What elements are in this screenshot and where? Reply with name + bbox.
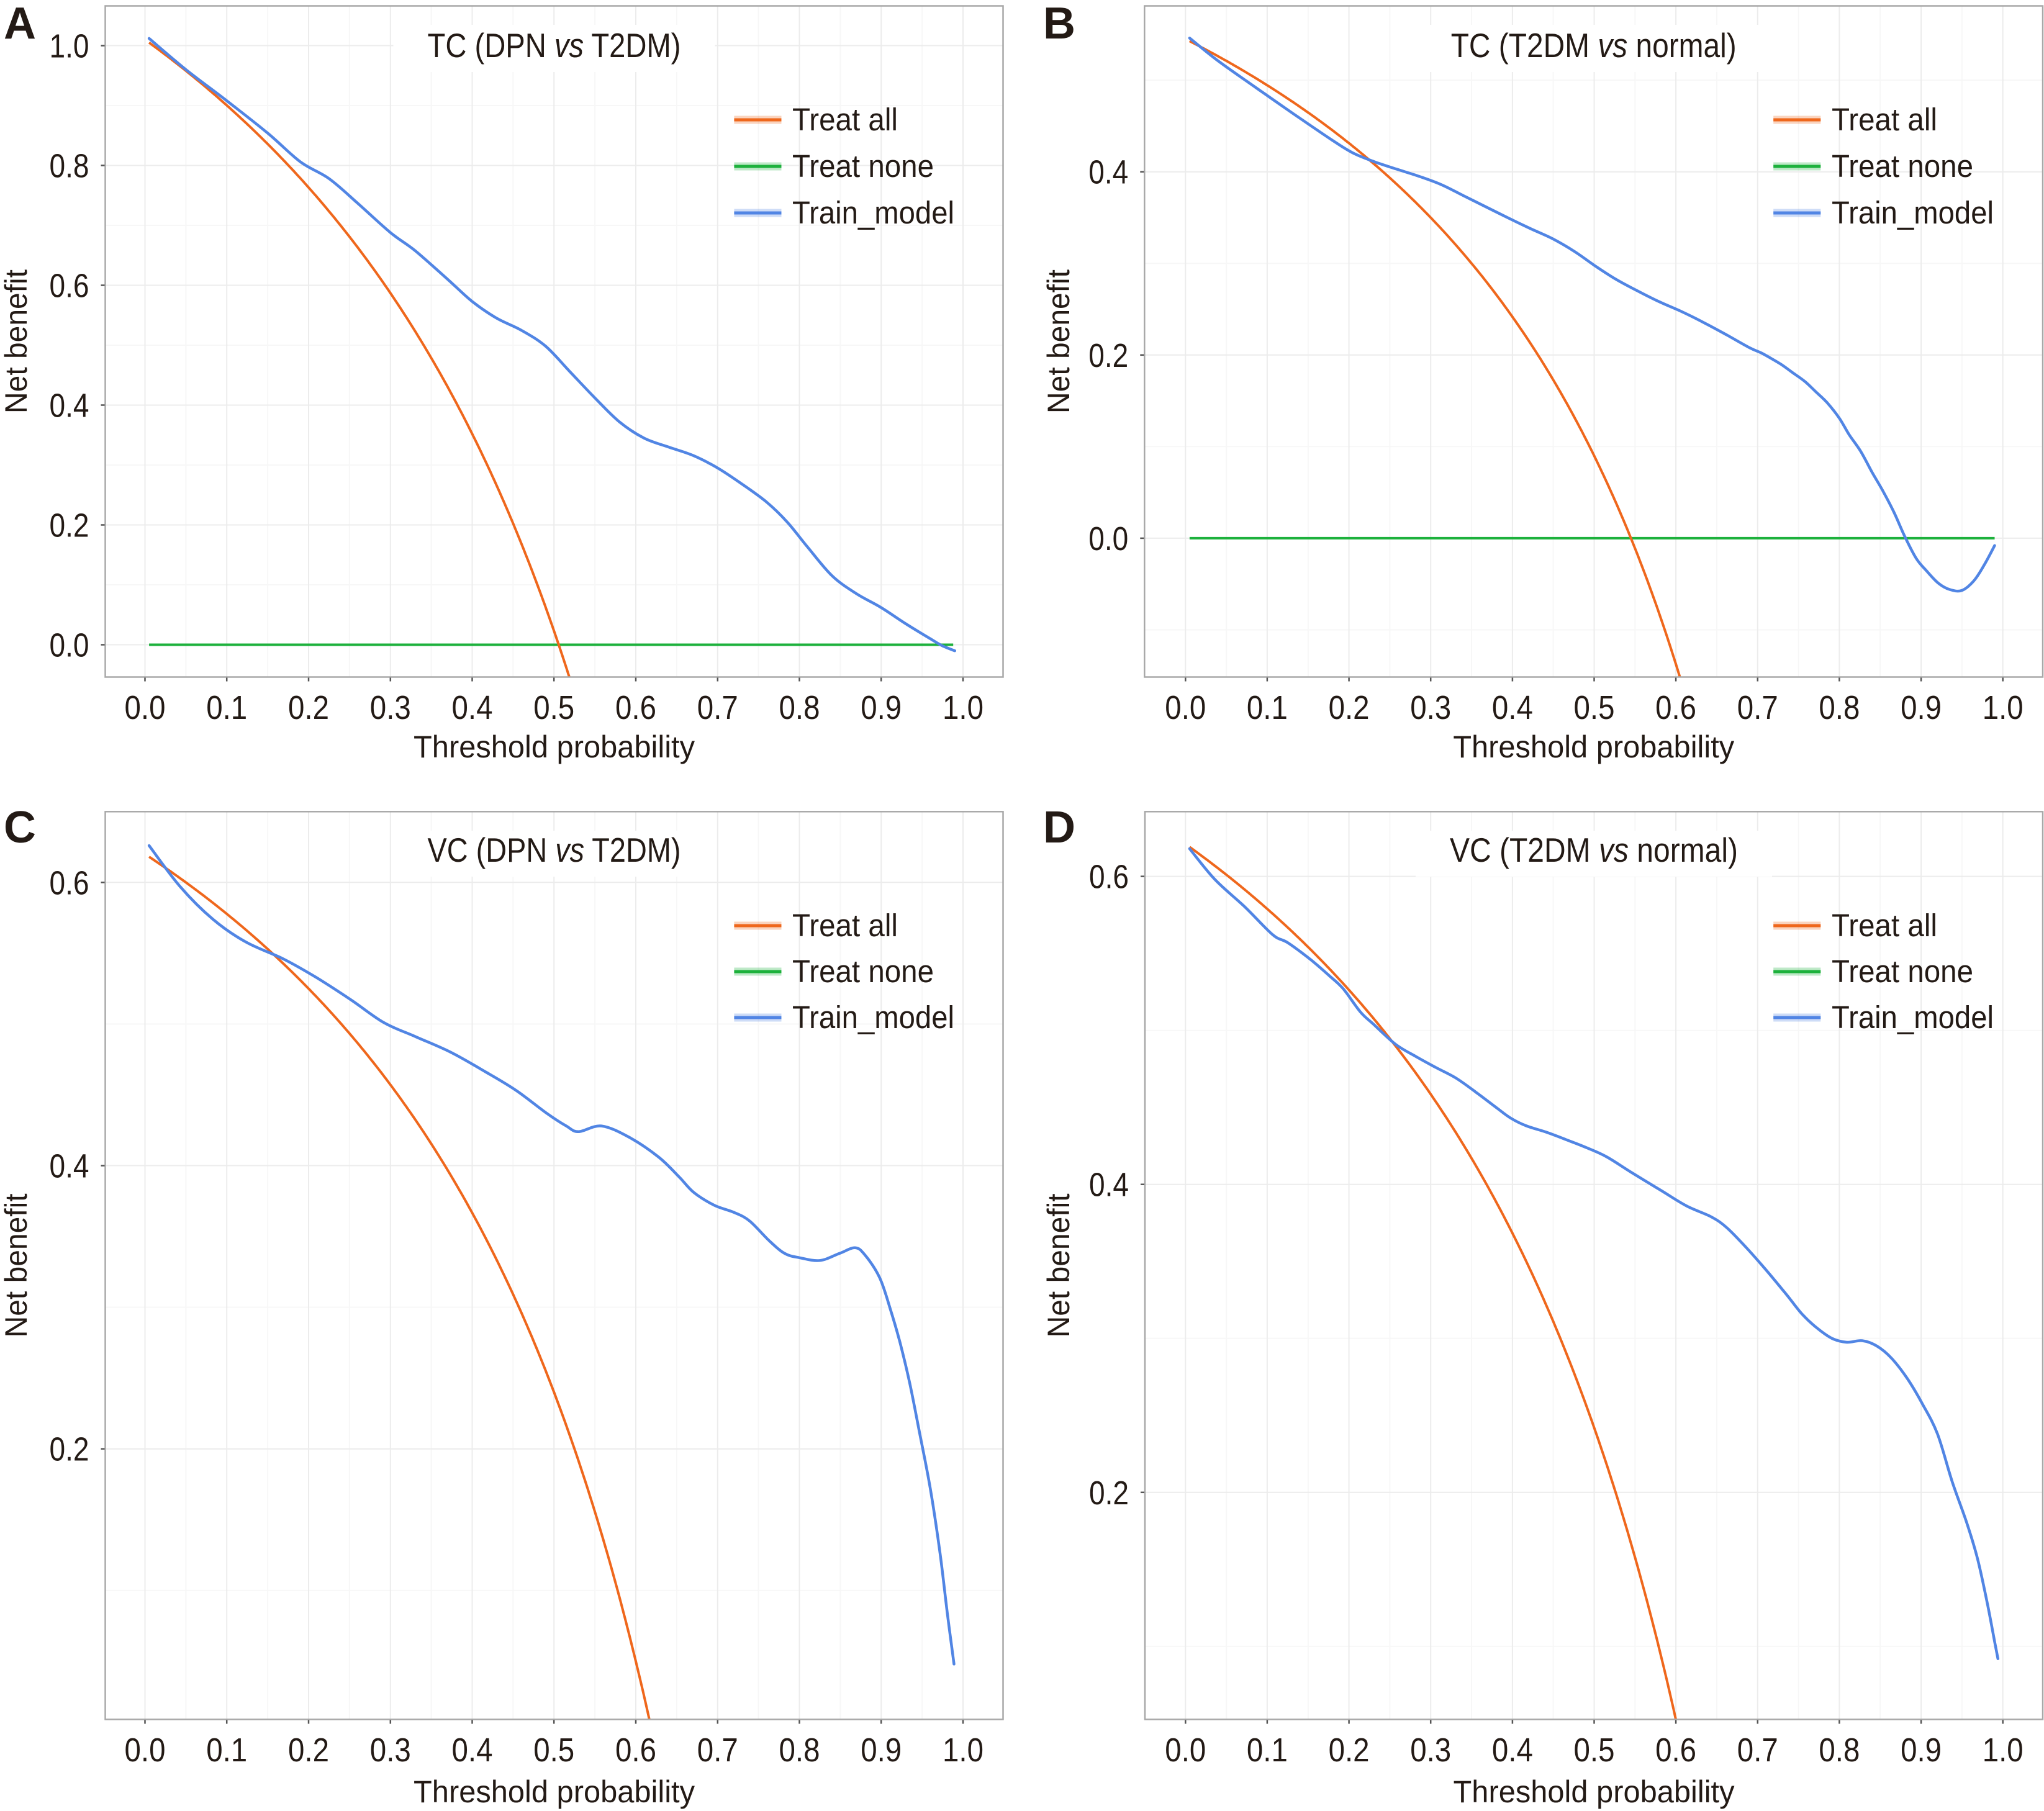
svg-text:D: D (1043, 803, 1075, 852)
svg-text:0.0: 0.0 (125, 689, 166, 726)
svg-text:TC (T2DM vs normal): TC (T2DM vs normal) (1451, 26, 1737, 65)
svg-text:0.6: 0.6 (50, 268, 89, 305)
svg-text:Threshold probability: Threshold probability (414, 729, 695, 764)
svg-text:1.0: 1.0 (1983, 1732, 2024, 1769)
svg-text:0.1: 0.1 (206, 1732, 247, 1769)
svg-text:0.0: 0.0 (125, 1732, 166, 1769)
svg-text:0.8: 0.8 (1819, 1732, 1860, 1769)
svg-text:Train_model: Train_model (1832, 195, 1994, 230)
svg-text:Threshold probability: Threshold probability (414, 1774, 695, 1809)
svg-text:0.0: 0.0 (1165, 1732, 1206, 1769)
svg-text:0.4: 0.4 (452, 1732, 493, 1769)
svg-text:0.6: 0.6 (1089, 859, 1129, 896)
svg-text:0.2: 0.2 (1329, 689, 1370, 726)
svg-text:0.9: 0.9 (861, 689, 902, 726)
svg-text:0.5: 0.5 (533, 689, 574, 726)
svg-text:0.3: 0.3 (370, 689, 411, 726)
svg-text:Treat all: Treat all (1832, 102, 1937, 137)
svg-text:0.4: 0.4 (1492, 689, 1533, 726)
svg-text:0.0: 0.0 (1165, 689, 1206, 726)
svg-text:Train_model: Train_model (1832, 1000, 1994, 1035)
svg-text:0.7: 0.7 (697, 1732, 738, 1769)
svg-text:0.1: 0.1 (1247, 1732, 1288, 1769)
svg-text:Treat none: Treat none (1832, 148, 1973, 184)
svg-text:Treat none: Treat none (792, 954, 934, 989)
svg-text:C: C (4, 803, 36, 852)
svg-text:0.0: 0.0 (50, 627, 89, 664)
svg-text:0.3: 0.3 (1410, 1732, 1451, 1769)
svg-text:0.8: 0.8 (1819, 689, 1860, 726)
svg-text:0.2: 0.2 (1089, 1475, 1129, 1512)
svg-text:VC (T2DM vs normal): VC (T2DM vs normal) (1450, 831, 1738, 869)
svg-text:1.0: 1.0 (1983, 689, 2024, 726)
svg-text:0.2: 0.2 (1088, 337, 1128, 374)
svg-text:0.2: 0.2 (50, 1431, 89, 1468)
svg-text:0.6: 0.6 (615, 1732, 656, 1769)
svg-text:0.9: 0.9 (1901, 1732, 1942, 1769)
svg-text:Treat all: Treat all (1832, 908, 1937, 943)
svg-text:Treat all: Treat all (792, 102, 898, 137)
svg-text:1.0: 1.0 (943, 1732, 984, 1769)
svg-text:0.4: 0.4 (452, 689, 493, 726)
svg-text:0.4: 0.4 (50, 1148, 89, 1185)
svg-text:Train_model: Train_model (792, 195, 954, 230)
svg-text:Train_model: Train_model (792, 1000, 954, 1035)
svg-text:Net benefit: Net benefit (0, 1193, 34, 1337)
svg-text:0.9: 0.9 (1901, 689, 1942, 726)
svg-text:0.1: 0.1 (1247, 689, 1288, 726)
svg-text:0.5: 0.5 (1574, 1732, 1615, 1769)
svg-text:Net benefit: Net benefit (0, 269, 34, 413)
svg-text:0.4: 0.4 (1492, 1732, 1533, 1769)
svg-text:Threshold probability: Threshold probability (1454, 1774, 1735, 1809)
svg-text:TC (DPN vs T2DM): TC (DPN vs T2DM) (428, 26, 681, 65)
svg-text:0.2: 0.2 (288, 1732, 329, 1769)
svg-text:A: A (4, 0, 36, 48)
svg-text:1.0: 1.0 (50, 28, 89, 65)
svg-text:0.7: 0.7 (1737, 1732, 1778, 1769)
svg-text:0.5: 0.5 (1574, 689, 1615, 726)
svg-text:0.6: 0.6 (1655, 689, 1696, 726)
svg-text:Treat none: Treat none (1832, 954, 1973, 989)
svg-text:0.6: 0.6 (615, 689, 656, 726)
svg-text:0.4: 0.4 (1088, 154, 1128, 191)
svg-text:0.8: 0.8 (50, 148, 89, 185)
svg-text:0.4: 0.4 (1089, 1167, 1129, 1204)
svg-text:Treat all: Treat all (792, 908, 898, 943)
svg-text:0.7: 0.7 (697, 689, 738, 726)
svg-text:0.2: 0.2 (1329, 1732, 1370, 1769)
svg-text:0.3: 0.3 (370, 1732, 411, 1769)
svg-text:0.5: 0.5 (533, 1732, 574, 1769)
svg-text:Threshold probability: Threshold probability (1453, 729, 1734, 764)
svg-text:0.6: 0.6 (1655, 1732, 1696, 1769)
svg-text:0.4: 0.4 (50, 387, 89, 425)
svg-text:Net benefit: Net benefit (1041, 269, 1076, 413)
svg-text:Net benefit: Net benefit (1041, 1193, 1076, 1337)
svg-text:0.1: 0.1 (206, 689, 247, 726)
svg-text:0.8: 0.8 (779, 1732, 820, 1769)
svg-text:0.3: 0.3 (1410, 689, 1451, 726)
svg-text:1.0: 1.0 (943, 689, 984, 726)
svg-text:Treat none: Treat none (792, 148, 934, 184)
svg-text:B: B (1043, 0, 1075, 48)
svg-text:0.9: 0.9 (861, 1732, 902, 1769)
svg-text:0.6: 0.6 (50, 864, 89, 901)
svg-text:0.8: 0.8 (779, 689, 820, 726)
svg-text:0.7: 0.7 (1737, 689, 1778, 726)
svg-text:0.0: 0.0 (1088, 520, 1128, 558)
svg-text:0.2: 0.2 (50, 507, 89, 544)
svg-text:0.2: 0.2 (288, 689, 329, 726)
svg-text:VC (DPN vs T2DM): VC (DPN vs T2DM) (428, 831, 681, 869)
